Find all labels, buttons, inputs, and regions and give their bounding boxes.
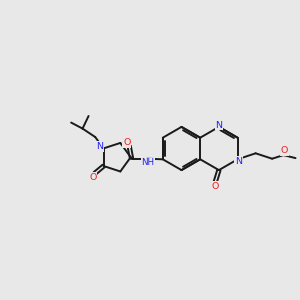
Text: N: N [215, 121, 222, 130]
Text: O: O [123, 138, 130, 147]
Text: O: O [280, 146, 288, 155]
Text: O: O [211, 182, 219, 191]
Text: N: N [97, 142, 104, 151]
Text: N: N [235, 157, 242, 166]
Text: NH: NH [141, 158, 154, 167]
Text: O: O [89, 173, 96, 182]
